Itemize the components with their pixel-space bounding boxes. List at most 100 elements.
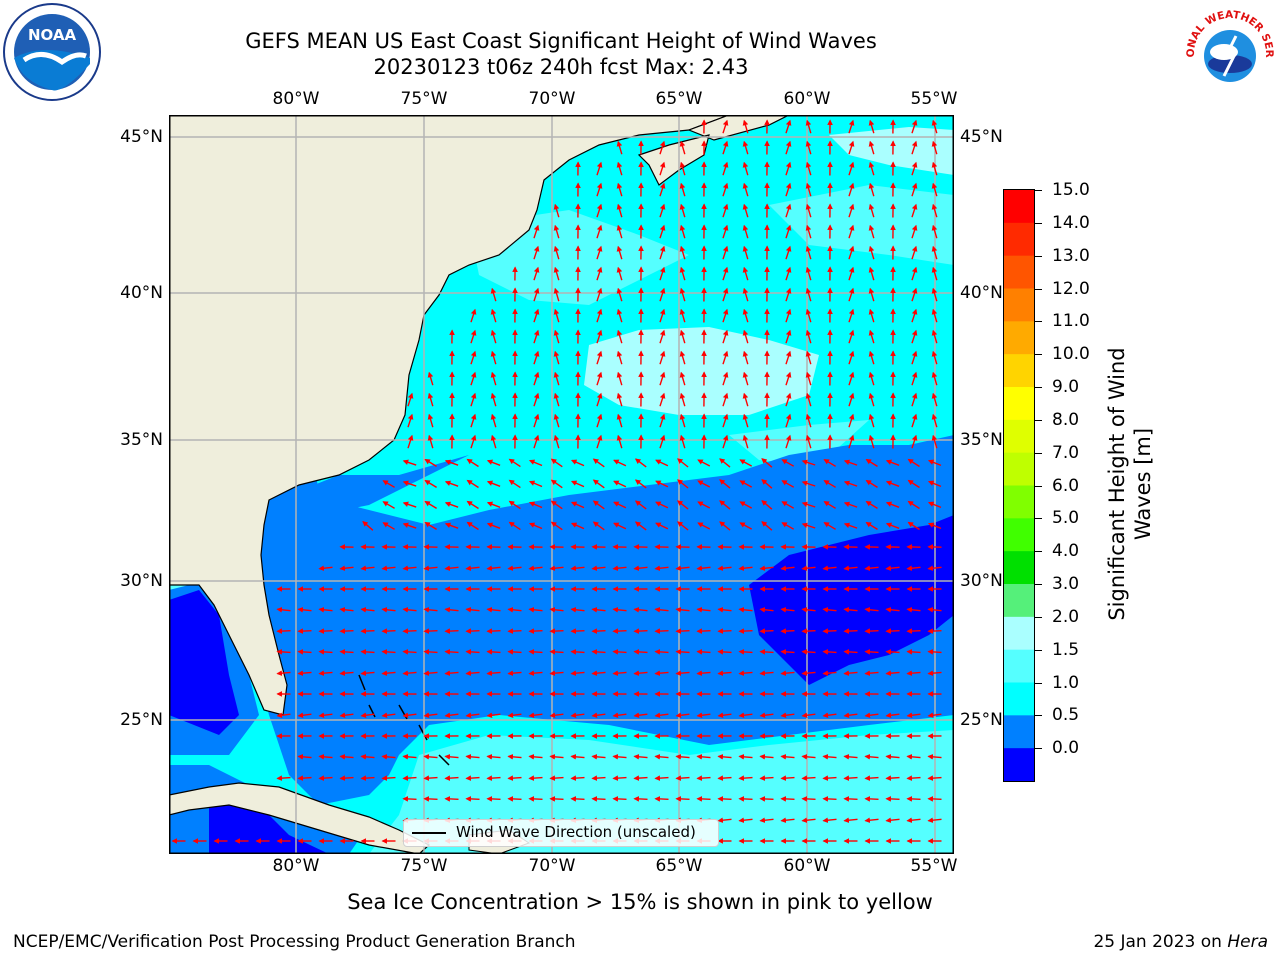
wind-wave-arrow: [780, 796, 795, 802]
wind-wave-arrow: [679, 329, 686, 344]
wind-wave-arrow: [679, 203, 686, 218]
wind-wave-arrow: [868, 413, 875, 428]
wind-wave-arrow: [931, 140, 938, 155]
wind-wave-arrow: [549, 628, 564, 634]
wind-wave-arrow: [780, 775, 795, 781]
colorbar-tick-label: 2.0: [1052, 606, 1080, 627]
wind-wave-arrow: [927, 522, 942, 530]
colorbar: [1003, 189, 1035, 782]
wind-wave-arrow: [490, 350, 497, 365]
wind-wave-arrow: [633, 565, 648, 572]
wind-wave-arrow: [785, 182, 792, 197]
wind-wave-arrow: [549, 796, 564, 802]
wind-wave-arrow: [402, 480, 417, 487]
wind-wave-arrow: [717, 712, 732, 719]
wind-wave-arrow: [616, 434, 623, 449]
wind-wave-arrow: [659, 203, 666, 218]
wind-wave-arrow: [612, 649, 627, 655]
colorbar-band: [1004, 682, 1034, 716]
wind-wave-arrow: [717, 565, 732, 572]
wind-wave-arrow: [382, 480, 395, 488]
wind-wave-arrow: [722, 266, 729, 281]
colorbar-band: [1004, 584, 1034, 618]
wind-wave-arrow: [931, 350, 938, 365]
wind-wave-arrow: [423, 796, 438, 802]
wind-wave-arrow: [805, 119, 812, 134]
wind-wave-arrow: [612, 775, 627, 781]
wind-wave-arrow: [785, 308, 792, 323]
wind-wave-arrow: [738, 606, 753, 613]
colorbar-tick-label: 4.0: [1052, 541, 1080, 562]
wind-wave-arrow: [848, 245, 855, 260]
wind-wave-arrow: [805, 350, 812, 365]
wind-wave-arrow: [785, 413, 792, 428]
wind-wave-arrow: [722, 350, 729, 365]
wind-wave-arrow: [596, 182, 603, 197]
lon-label-top-55w: 55°W: [910, 89, 958, 109]
wind-wave-arrow: [805, 203, 812, 218]
wind-wave-arrow: [318, 775, 333, 781]
wind-wave-arrow: [508, 458, 521, 468]
wind-wave-arrow: [843, 565, 858, 572]
wind-wave-arrow: [742, 119, 749, 134]
wind-wave-arrow: [931, 434, 938, 449]
wind-wave-arrow: [591, 796, 606, 802]
wind-wave-arrow: [868, 266, 875, 281]
wind-wave-arrow: [596, 413, 603, 428]
wind-wave-arrow: [717, 606, 732, 613]
wind-wave-arrow: [907, 458, 920, 468]
colorbar-tick: [1034, 321, 1042, 323]
colorbar-tick: [1034, 616, 1042, 618]
wind-wave-arrow: [719, 521, 731, 531]
wind-wave-arrow: [739, 522, 753, 530]
wave-region-0.5-1m: [169, 405, 954, 854]
wind-wave-arrow: [444, 775, 459, 781]
wind-wave-arrow: [528, 712, 543, 719]
wind-wave-arrow: [659, 308, 666, 323]
wind-wave-arrow: [616, 161, 623, 176]
lon-label-top-75w: 75°W: [400, 89, 448, 109]
colorbar-band: [1004, 190, 1034, 224]
lon-label-bottom-60w: 60°W: [783, 856, 831, 876]
wind-wave-arrow: [381, 565, 396, 572]
noaa-logo-text: NOAA: [28, 26, 77, 44]
wind-wave-arrow: [911, 371, 918, 386]
wind-wave-arrow: [722, 371, 729, 386]
wind-wave-arrow: [761, 479, 773, 489]
wind-wave-arrow: [759, 565, 774, 572]
wind-wave-arrow: [717, 649, 732, 655]
wind-wave-arrow: [528, 796, 543, 802]
wind-wave-arrow: [738, 754, 753, 760]
wind-wave-arrow: [423, 628, 438, 634]
wind-wave-arrow: [659, 182, 666, 197]
wind-wave-arrow: [591, 565, 606, 572]
wind-wave-arrow: [633, 754, 648, 760]
wind-wave-arrow: [822, 796, 837, 802]
wind-wave-arrow: [465, 754, 480, 760]
wind-wave-arrow: [528, 649, 543, 655]
wind-wave-arrow: [801, 501, 816, 508]
wind-wave-arrow: [781, 480, 795, 488]
wind-wave-arrow: [423, 606, 438, 613]
colorbar-band: [1004, 387, 1034, 421]
wind-wave-arrow: [490, 434, 497, 449]
wind-wave-arrow: [381, 606, 396, 613]
wind-wave-arrow: [843, 712, 858, 719]
wind-wave-arrow: [362, 520, 374, 531]
wind-wave-arrow: [865, 501, 878, 509]
wind-wave-arrow: [533, 245, 540, 260]
wind-wave-arrow: [424, 522, 437, 530]
wind-wave-arrow: [717, 817, 732, 824]
wind-wave-arrow: [885, 606, 900, 613]
colorbar-tick: [1034, 387, 1042, 388]
wind-wave-arrow: [297, 712, 312, 719]
wind-wave-arrow: [739, 480, 753, 488]
wind-wave-arrow: [402, 712, 417, 719]
wind-wave-arrow: [570, 775, 585, 781]
wind-wave-arrow: [738, 775, 753, 781]
wind-wave-arrow: [616, 413, 623, 428]
wind-wave-arrow: [297, 754, 312, 760]
wind-wave-arrow: [508, 479, 521, 489]
wind-wave-arrow: [848, 203, 855, 218]
wind-wave-arrow: [659, 350, 666, 365]
